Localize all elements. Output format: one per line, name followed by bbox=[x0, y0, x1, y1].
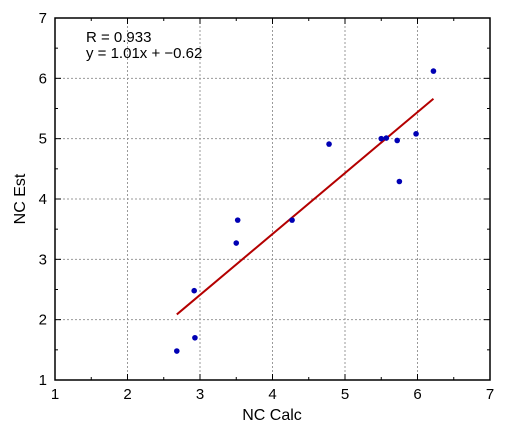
data-point bbox=[394, 137, 401, 144]
y-tick-label: 1 bbox=[39, 372, 47, 389]
data-point bbox=[430, 68, 437, 74]
x-axis-label: NC Calc bbox=[242, 407, 302, 424]
x-tick-label: 1 bbox=[51, 386, 59, 403]
x-tick-label: 2 bbox=[123, 386, 131, 403]
y-tick-label: 6 bbox=[39, 70, 47, 87]
fit-line bbox=[176, 97, 435, 316]
tick-labels: 1 2 3 4 5 6 7 1 2 3 4 5 6 7 bbox=[39, 10, 495, 403]
data-point bbox=[396, 178, 403, 185]
y-axis-label: NC Est bbox=[12, 173, 29, 224]
r-value-annotation: R = 0.933 bbox=[86, 29, 151, 46]
y-tick-label: 2 bbox=[39, 312, 47, 329]
data-point bbox=[233, 240, 240, 246]
data-point bbox=[413, 131, 419, 137]
x-tick-label: 4 bbox=[268, 386, 276, 403]
y-tick-label: 4 bbox=[39, 191, 47, 208]
data-point bbox=[174, 348, 180, 354]
data-point bbox=[192, 334, 198, 341]
y-tick-label: 5 bbox=[39, 131, 47, 148]
x-tick-label: 6 bbox=[413, 386, 421, 403]
data-point bbox=[289, 217, 295, 223]
fit-line-group bbox=[176, 97, 435, 316]
data-points bbox=[174, 68, 437, 354]
plot-frame bbox=[54, 17, 491, 381]
data-point bbox=[191, 287, 197, 294]
data-point bbox=[326, 141, 332, 147]
grid-lines bbox=[55, 18, 490, 380]
data-point bbox=[378, 135, 385, 142]
y-tick-label: 7 bbox=[39, 10, 47, 27]
x-tick-label: 5 bbox=[341, 386, 349, 403]
x-tick-label: 7 bbox=[486, 386, 494, 403]
x-tick-label: 3 bbox=[196, 386, 204, 403]
data-point bbox=[383, 135, 390, 141]
y-tick-label: 3 bbox=[39, 251, 47, 268]
data-point bbox=[234, 217, 241, 223]
fit-equation-annotation: y = 1.01x + −0.62 bbox=[86, 45, 202, 62]
